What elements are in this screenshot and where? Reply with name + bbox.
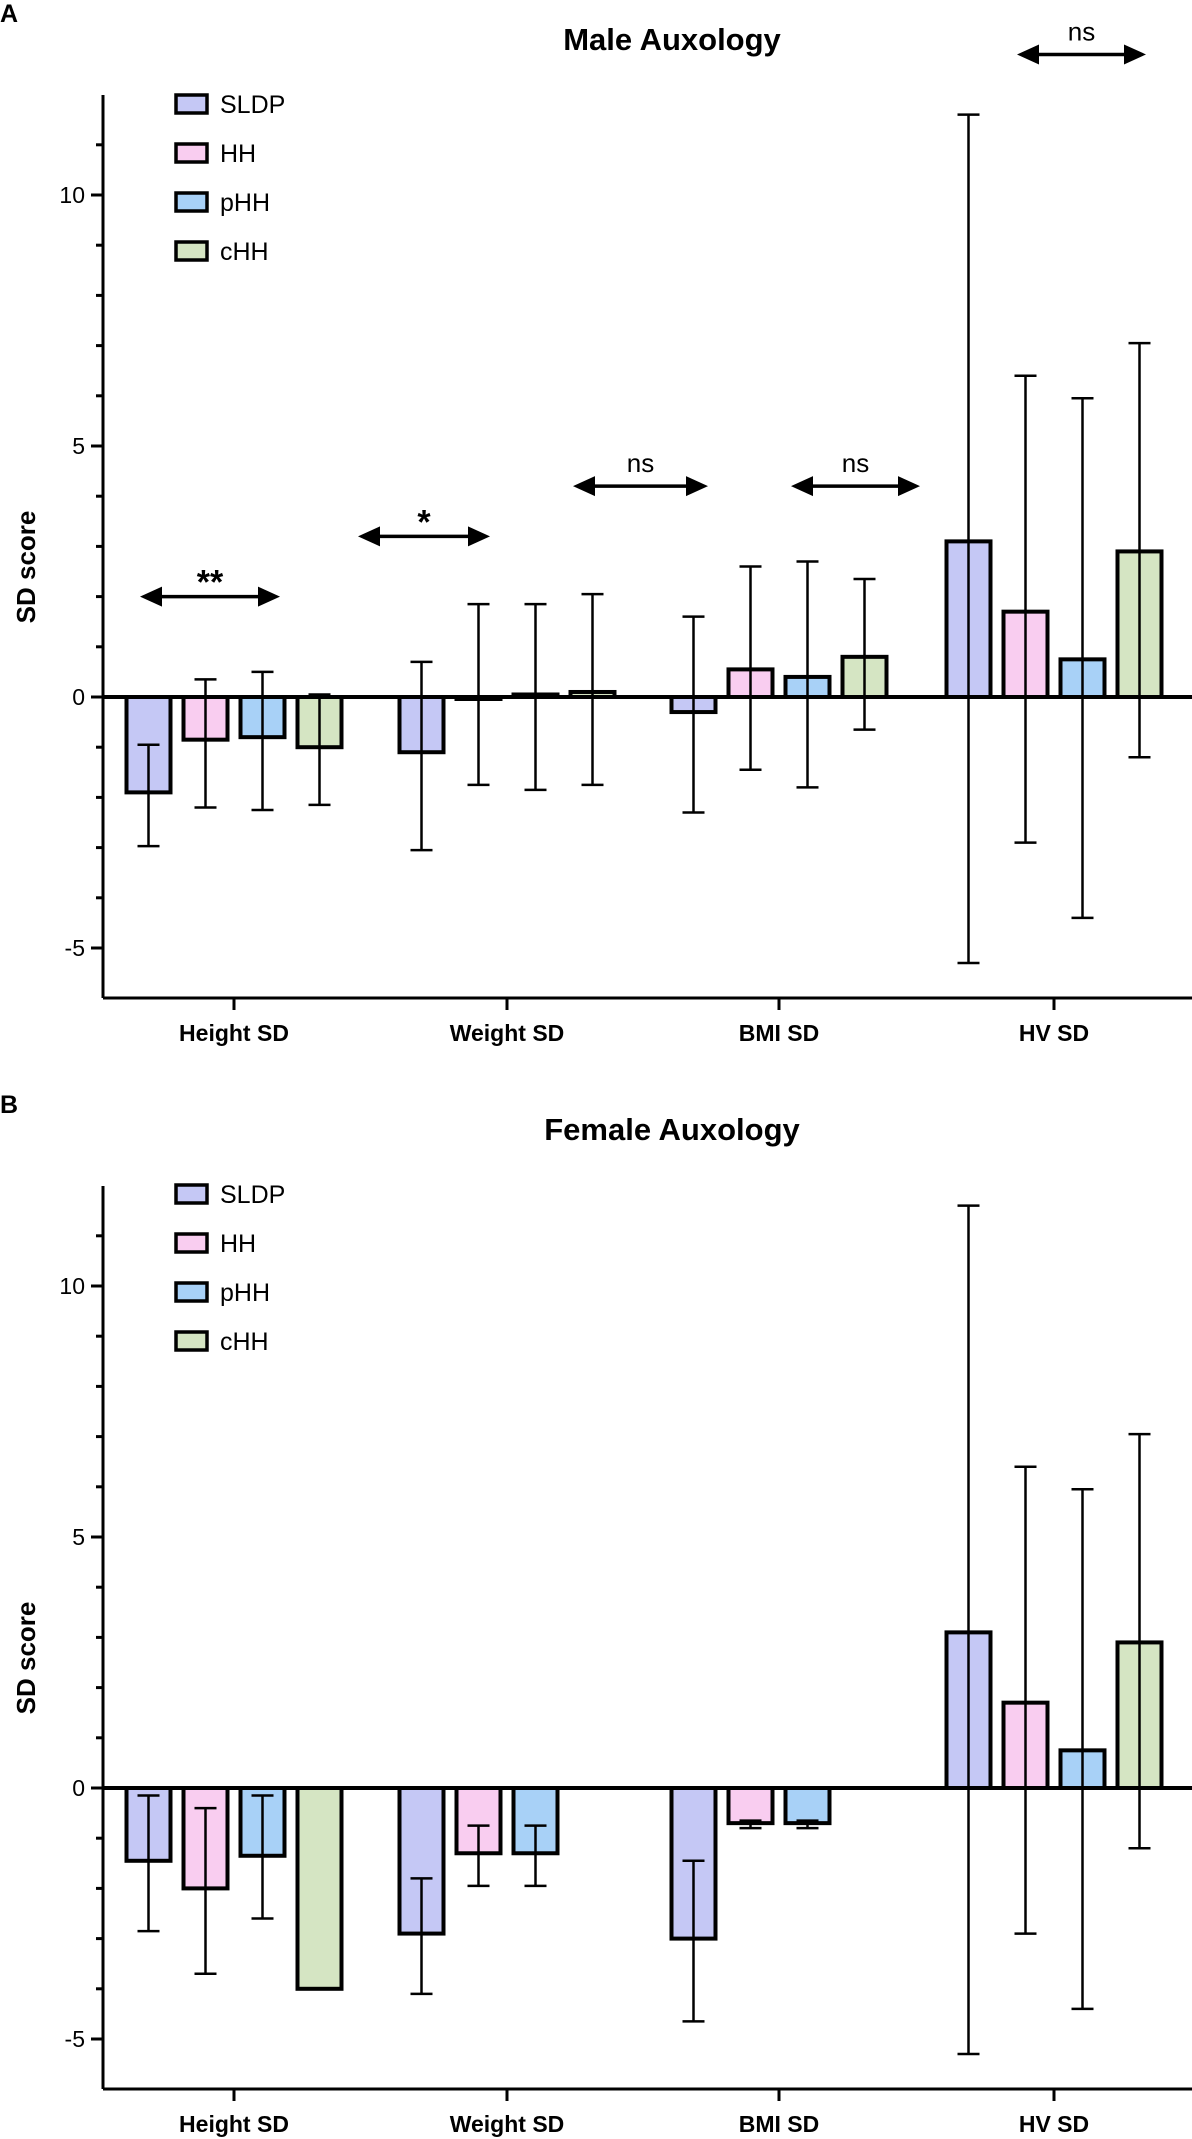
y-tick-label: 10 [59, 1273, 85, 1299]
legend-label-sldp: SLDP [220, 1181, 285, 1209]
x-tick-label: Height SD [179, 2111, 289, 2137]
legend-swatch-phh [174, 191, 209, 213]
panel-a: A Male Auxology SD score -5 0 5 10 Height SD… [0, 0, 1192, 1046]
significance-label: ns [842, 448, 869, 478]
x-tick-label: BMI SD [739, 2111, 820, 2137]
arrowhead-right [258, 586, 280, 607]
panel-label-b: B [0, 1091, 18, 1119]
legend-label-chh: cHH [220, 238, 269, 266]
bar-phh [783, 1786, 832, 1826]
legend-label-phh: pHH [220, 189, 270, 217]
legend-swatch-hh [174, 1232, 209, 1254]
arrowhead-left [358, 526, 380, 547]
arrowhead-right [898, 476, 920, 497]
legend-swatch-sldp [174, 93, 209, 115]
arrowhead-right [468, 526, 490, 547]
arrowhead-left [140, 586, 162, 607]
y-axis-label-female: SD score [11, 1602, 41, 1715]
legend-label-phh: pHH [220, 1279, 270, 1307]
significance-label: ns [627, 448, 654, 478]
arrowhead-left [791, 476, 813, 497]
x-tick-label: HV SD [1019, 2111, 1089, 2137]
x-tick-label: Weight SD [450, 2111, 565, 2137]
legend-swatch-hh [174, 142, 209, 164]
bar-hh [726, 1786, 775, 1826]
y-tick-label: -5 [65, 2026, 85, 2052]
y-axis-label-male: SD score [11, 511, 41, 624]
x-tick-label: HV SD [1019, 1020, 1089, 1046]
legend-swatch-chh [174, 240, 209, 262]
legend-label-sldp: SLDP [220, 91, 285, 119]
legend-label-hh: HH [220, 1230, 256, 1258]
legend-swatch-phh [174, 1281, 209, 1303]
significance-label: ** [197, 564, 224, 602]
x-tick-label: Weight SD [450, 1020, 565, 1046]
arrowhead-right [1124, 44, 1146, 65]
x-tick-label: BMI SD [739, 1020, 820, 1046]
chart-title-male: Male Auxology [563, 22, 781, 57]
significance-label: * [417, 503, 431, 541]
y-tick-label: 10 [59, 182, 85, 208]
panel-label-a: A [0, 0, 18, 28]
chart-title-female: Female Auxology [544, 1112, 800, 1147]
y-tick-label: 5 [72, 1524, 85, 1550]
legend-swatch-sldp [174, 1183, 209, 1205]
y-tick-label: -5 [65, 935, 85, 961]
bar-chh [295, 1786, 344, 1991]
legend-swatch-chh [174, 1330, 209, 1352]
arrowhead-left [573, 476, 595, 497]
y-tick-label: 0 [72, 1775, 85, 1801]
arrowhead-right [686, 476, 708, 497]
arrowhead-left [1017, 44, 1039, 65]
y-tick-label: 5 [72, 433, 85, 459]
significance-label: ns [1068, 16, 1095, 46]
x-tick-label: Height SD [179, 1020, 289, 1046]
y-tick-label: 0 [72, 684, 85, 710]
panel-b: B Female Auxology SD score -5 0 5 10 Height … [0, 1091, 1192, 2137]
legend-label-chh: cHH [220, 1328, 269, 1356]
legend-label-hh: HH [220, 140, 256, 168]
